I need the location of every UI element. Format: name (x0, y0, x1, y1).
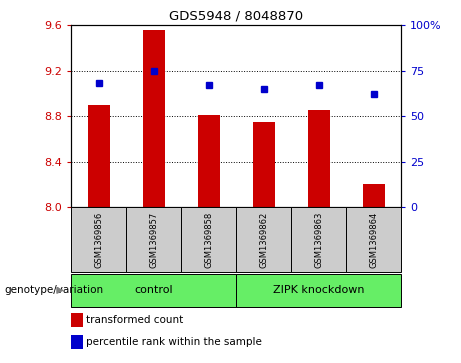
Text: ZIPK knockdown: ZIPK knockdown (273, 285, 364, 295)
Bar (71, 335, 83, 348)
Bar (126, 207, 181, 272)
Bar (291, 207, 346, 272)
Text: GSM1369862: GSM1369862 (259, 212, 268, 268)
Title: GDS5948 / 8048870: GDS5948 / 8048870 (169, 10, 303, 23)
Bar (88, 105, 110, 207)
Text: genotype/variation: genotype/variation (5, 285, 104, 295)
Bar (346, 207, 401, 272)
Text: percentile rank within the sample: percentile rank within the sample (86, 337, 262, 347)
Text: GSM1369857: GSM1369857 (149, 212, 159, 268)
Bar (253, 122, 275, 207)
Bar (71, 313, 83, 327)
Bar (236, 274, 401, 307)
Text: transformed count: transformed count (86, 315, 183, 325)
Bar (71, 274, 236, 307)
Bar (307, 110, 330, 207)
Text: GSM1369864: GSM1369864 (369, 212, 378, 268)
Bar (236, 207, 291, 272)
Text: GSM1369863: GSM1369863 (314, 211, 323, 268)
Text: GSM1369856: GSM1369856 (95, 212, 103, 268)
Text: GSM1369858: GSM1369858 (204, 212, 213, 268)
Bar (143, 30, 165, 207)
Bar (363, 184, 384, 207)
Bar (198, 115, 220, 207)
Text: control: control (135, 285, 173, 295)
Bar (71, 207, 126, 272)
Bar (181, 207, 236, 272)
